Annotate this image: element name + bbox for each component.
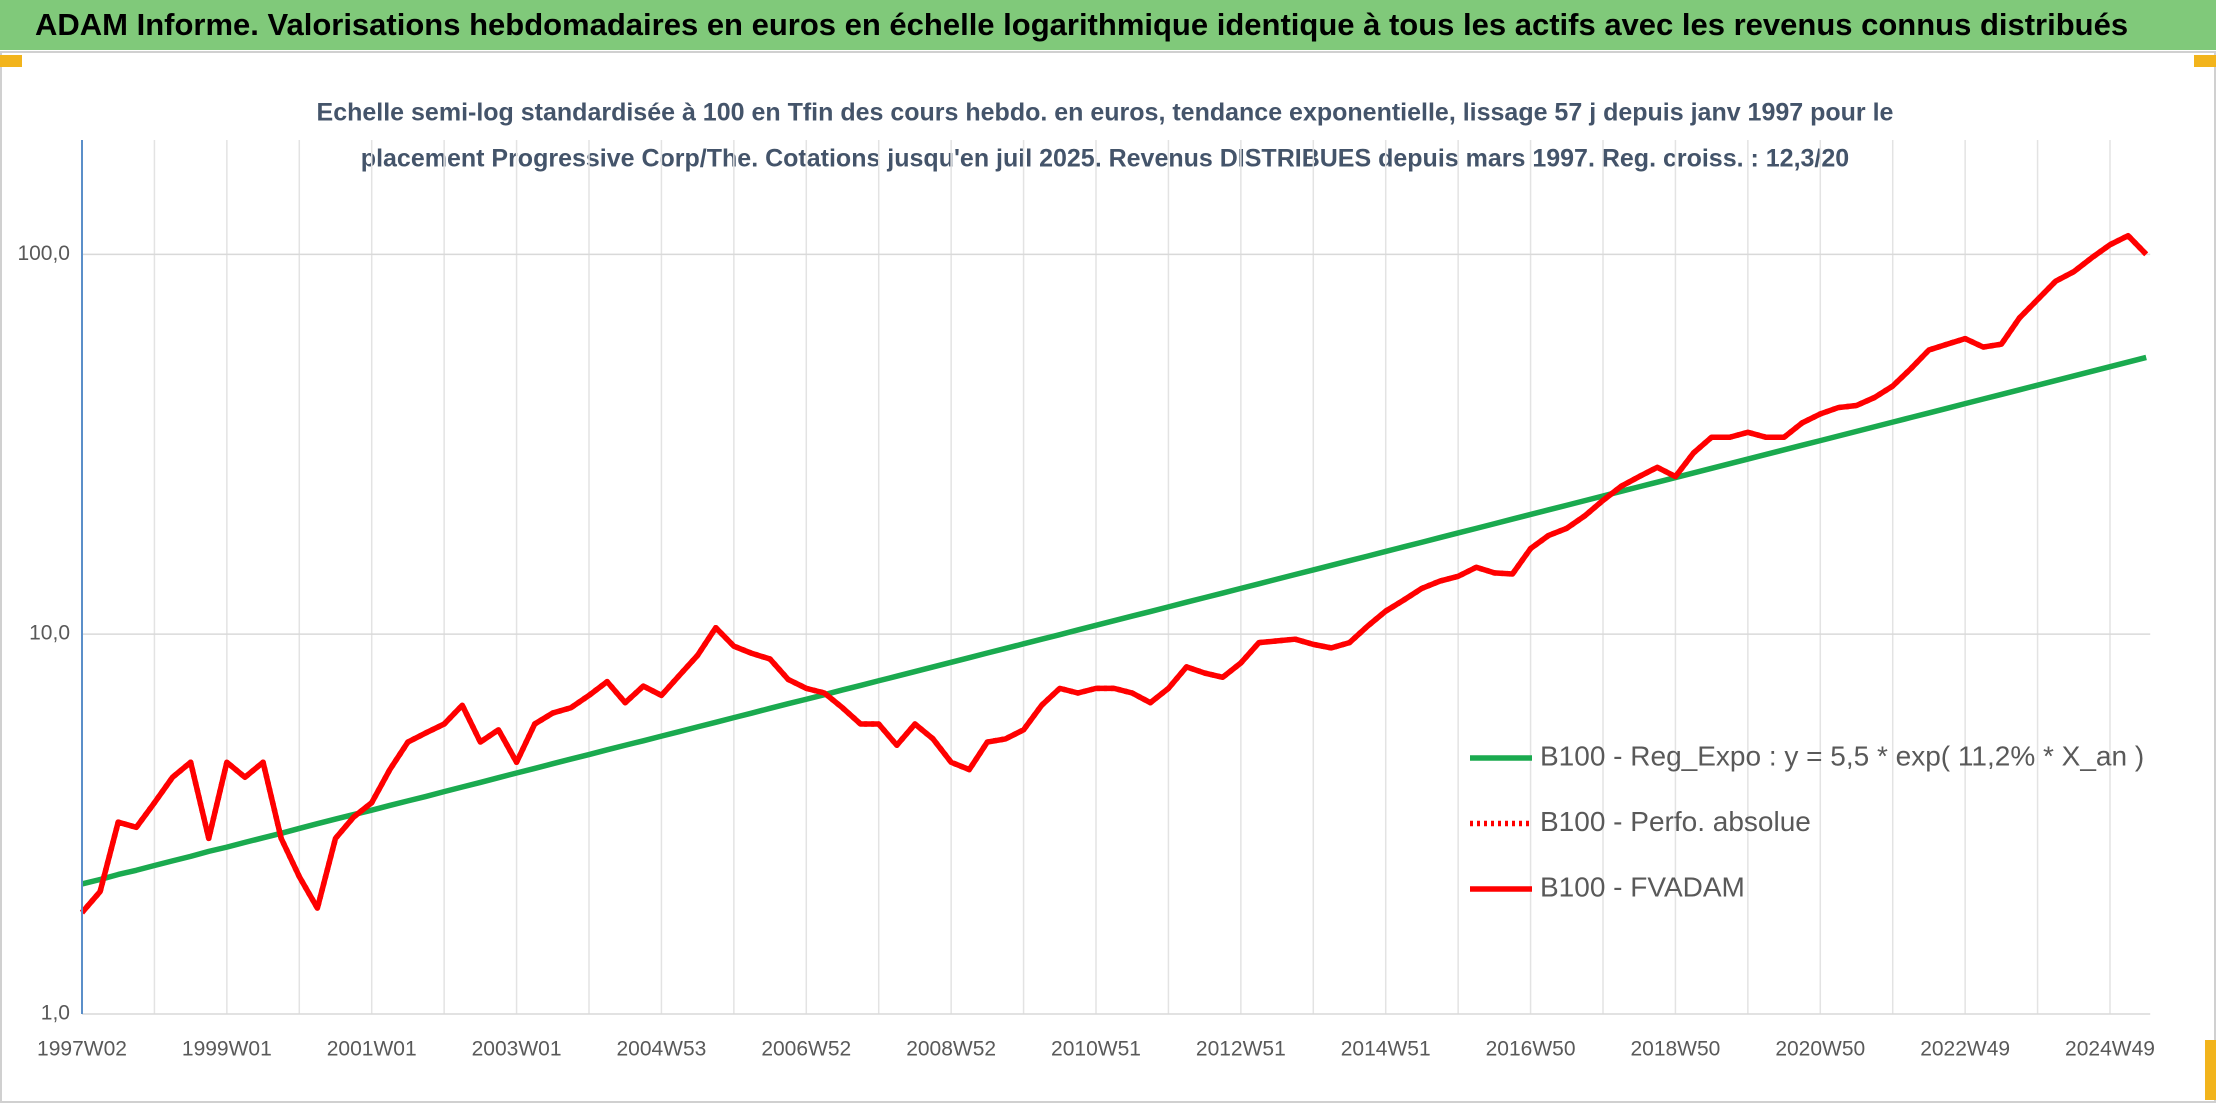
y-tick-label: 100,0	[17, 242, 70, 265]
x-tick-label: 2001W01	[327, 1038, 417, 1061]
y-tick-label: 10,0	[29, 622, 70, 645]
legend-label: B100 - Reg_Expo : y = 5,5 * exp( 11,2% *…	[1540, 740, 2144, 771]
x-tick-label: 2003W01	[472, 1038, 562, 1061]
legend-label: B100 - Perfo. absolue	[1540, 806, 1811, 837]
x-tick-label: 2008W52	[906, 1038, 996, 1061]
corner-mark	[2194, 55, 2216, 67]
chart-subtitle: Echelle semi-log standardisée à 100 en T…	[317, 99, 1894, 127]
plot	[79, 232, 2149, 915]
corner-mark	[0, 55, 22, 67]
corner-mark	[2205, 1040, 2216, 1100]
x-tick-label: 2024W49	[2065, 1038, 2155, 1061]
chart-title: ADAM Informe. Valorisations hebdomadaire…	[35, 7, 2128, 42]
x-tick-label: 2014W51	[1341, 1038, 1431, 1061]
grid	[82, 140, 2151, 1015]
y-tick-label: 1,0	[41, 1002, 70, 1025]
x-tick-label: 2006W52	[761, 1038, 851, 1061]
chart-subtitle: placement Progressive Corp/The. Cotation…	[361, 145, 1849, 173]
line-series	[81, 354, 2147, 887]
x-tick-label: 2022W49	[1920, 1038, 2010, 1061]
line-series	[79, 232, 2149, 915]
x-tick-label: 2010W51	[1051, 1038, 1141, 1061]
x-tick-label: 2016W50	[1486, 1038, 1576, 1061]
x-tick-label: 2018W50	[1630, 1038, 1720, 1061]
x-tick-label: 1997W02	[37, 1038, 127, 1061]
x-tick-label: 2004W53	[616, 1038, 706, 1061]
title-banner	[0, 0, 2216, 50]
axes: 1997W02 1999W01 2001W01 2003W01 2004W53 2006W…	[17, 140, 2155, 1061]
x-tick-label: 2012W51	[1196, 1038, 1286, 1061]
x-tick-label: 2020W50	[1775, 1038, 1865, 1061]
chart-frame	[0, 51, 2216, 1103]
legend: B100 - Reg_Expo : y = 5,5 * exp( 11,2% *…	[1470, 740, 2144, 902]
legend-label: B100 - FVADAM	[1540, 871, 1745, 902]
x-tick-label: 1999W01	[182, 1038, 272, 1061]
